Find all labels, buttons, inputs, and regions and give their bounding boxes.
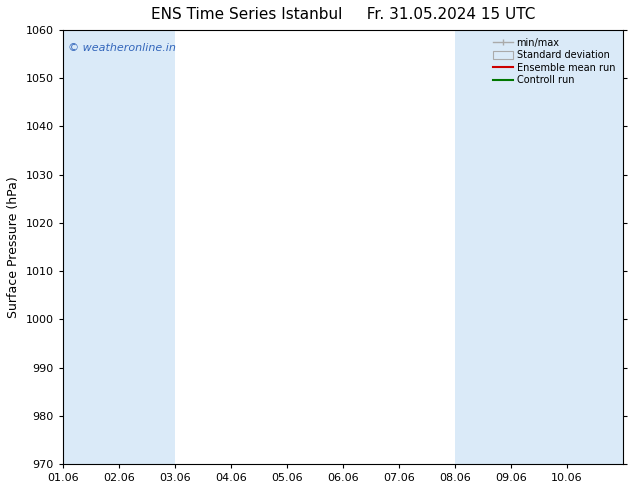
Text: © weatheronline.in: © weatheronline.in: [68, 43, 176, 53]
Bar: [511, 30, 567, 464]
Bar: [567, 30, 623, 464]
Y-axis label: Surface Pressure (hPa): Surface Pressure (hPa): [7, 176, 20, 318]
Bar: [455, 30, 511, 464]
Bar: [63, 30, 119, 464]
Bar: [119, 30, 175, 464]
Title: ENS Time Series Istanbul     Fr. 31.05.2024 15 UTC: ENS Time Series Istanbul Fr. 31.05.2024 …: [151, 7, 535, 22]
Legend: min/max, Standard deviation, Ensemble mean run, Controll run: min/max, Standard deviation, Ensemble me…: [490, 35, 618, 88]
